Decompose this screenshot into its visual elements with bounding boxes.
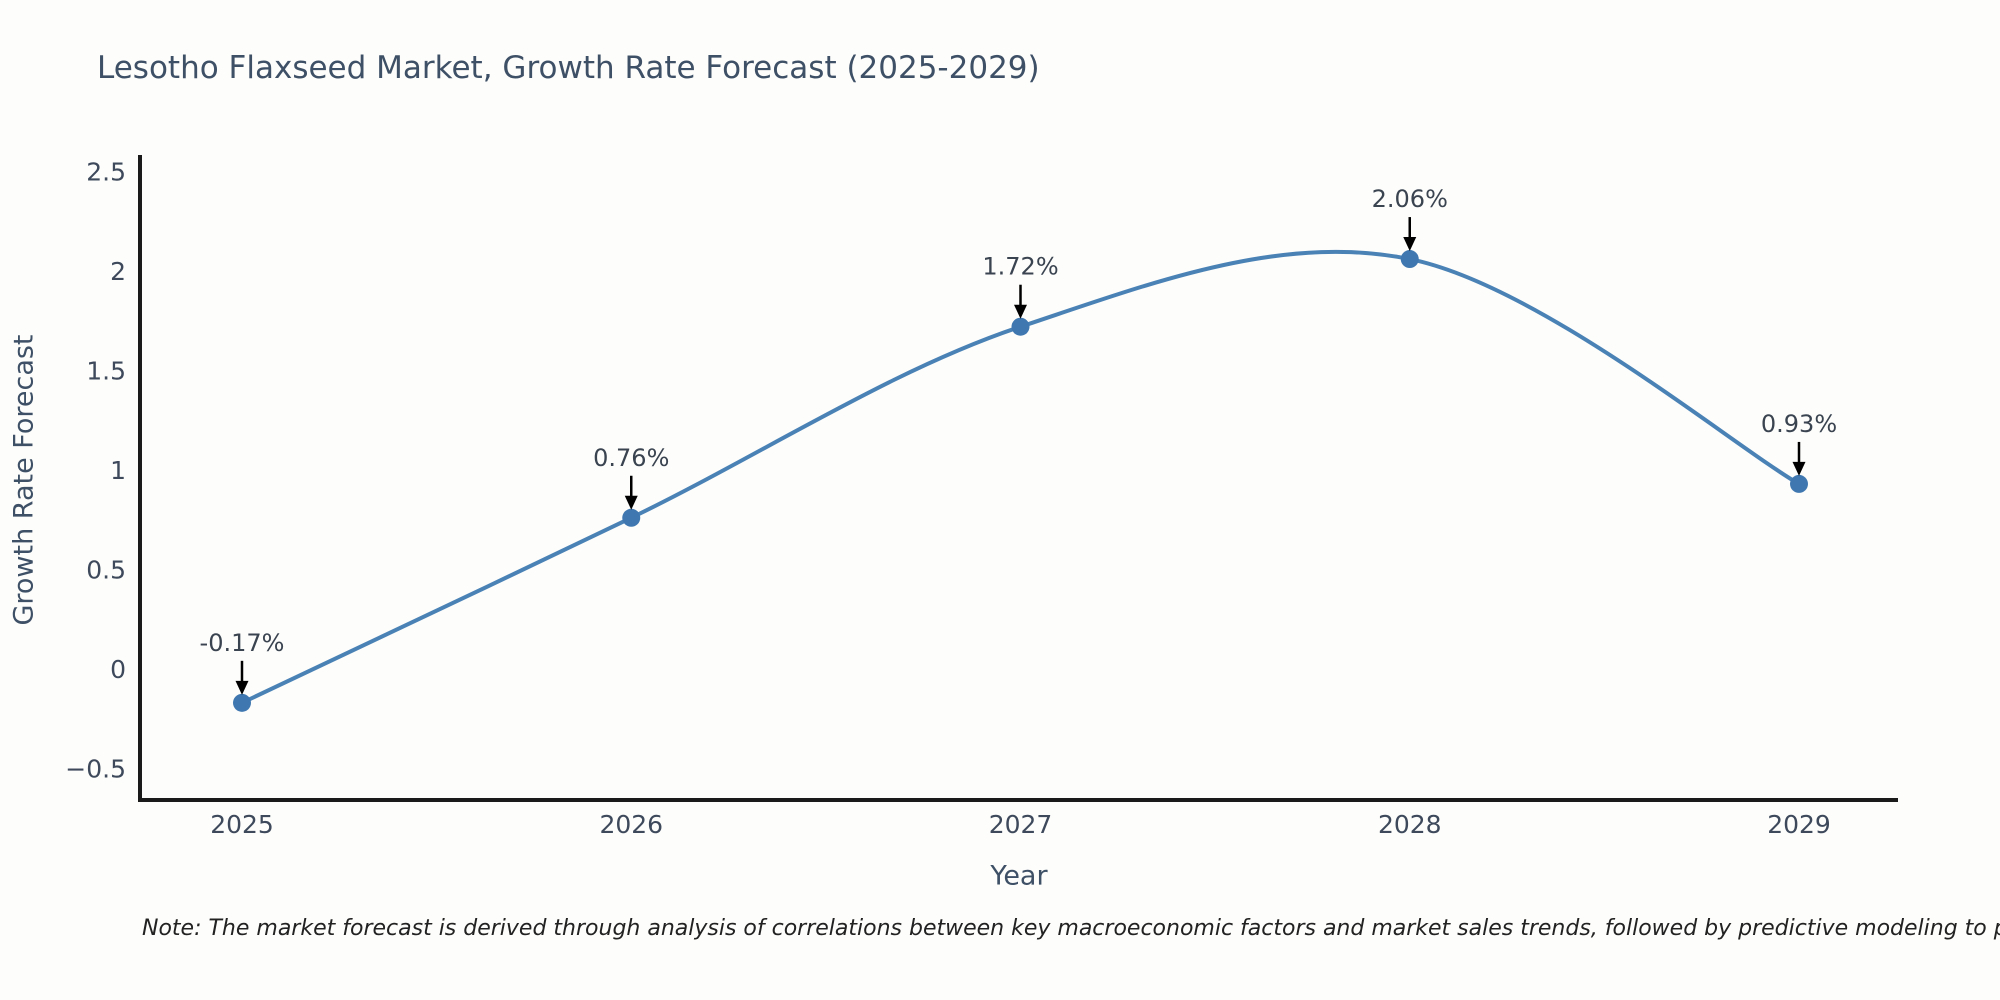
x-tick-label: 2029	[1767, 810, 1831, 839]
point-value-label: -0.17%	[200, 629, 285, 657]
point-value-label: 0.76%	[593, 444, 669, 472]
annotation-arrow-head-icon	[1403, 237, 1417, 252]
data-point-marker	[622, 508, 641, 527]
data-point-marker	[1790, 474, 1808, 493]
chart-title: Lesotho Flaxseed Market, Growth Rate For…	[97, 50, 1040, 86]
data-point-marker	[1011, 317, 1030, 336]
footnote: Note: The market forecast is derived thr…	[142, 916, 2000, 941]
point-value-label: 1.72%	[982, 253, 1058, 281]
annotation-arrow-head-icon	[1014, 304, 1027, 319]
data-point-marker	[1400, 250, 1419, 269]
y-tick-label: 1.5	[86, 357, 126, 386]
annotation-arrow-head-icon	[624, 495, 638, 510]
point-value-label: 0.93%	[1761, 410, 1837, 438]
y-tick-label: 1	[110, 456, 126, 485]
y-tick-label: −0.5	[65, 755, 126, 784]
x-tick-label: 2026	[599, 810, 663, 839]
data-point-marker	[233, 693, 251, 712]
annotation-arrow-head-icon	[1792, 461, 1806, 476]
y-tick-label: 0	[110, 655, 126, 684]
x-tick-label: 2028	[1378, 810, 1442, 839]
y-tick-label: 2	[110, 257, 126, 286]
annotation-arrow-head-icon	[235, 680, 249, 695]
x-axis-title: Year	[990, 860, 1048, 892]
y-tick-label: 2.5	[86, 158, 126, 187]
point-value-label: 2.06%	[1372, 185, 1448, 213]
y-tick-label: 0.5	[86, 556, 126, 585]
x-tick-label: 2027	[989, 810, 1053, 839]
x-tick-label: 2025	[210, 810, 274, 839]
